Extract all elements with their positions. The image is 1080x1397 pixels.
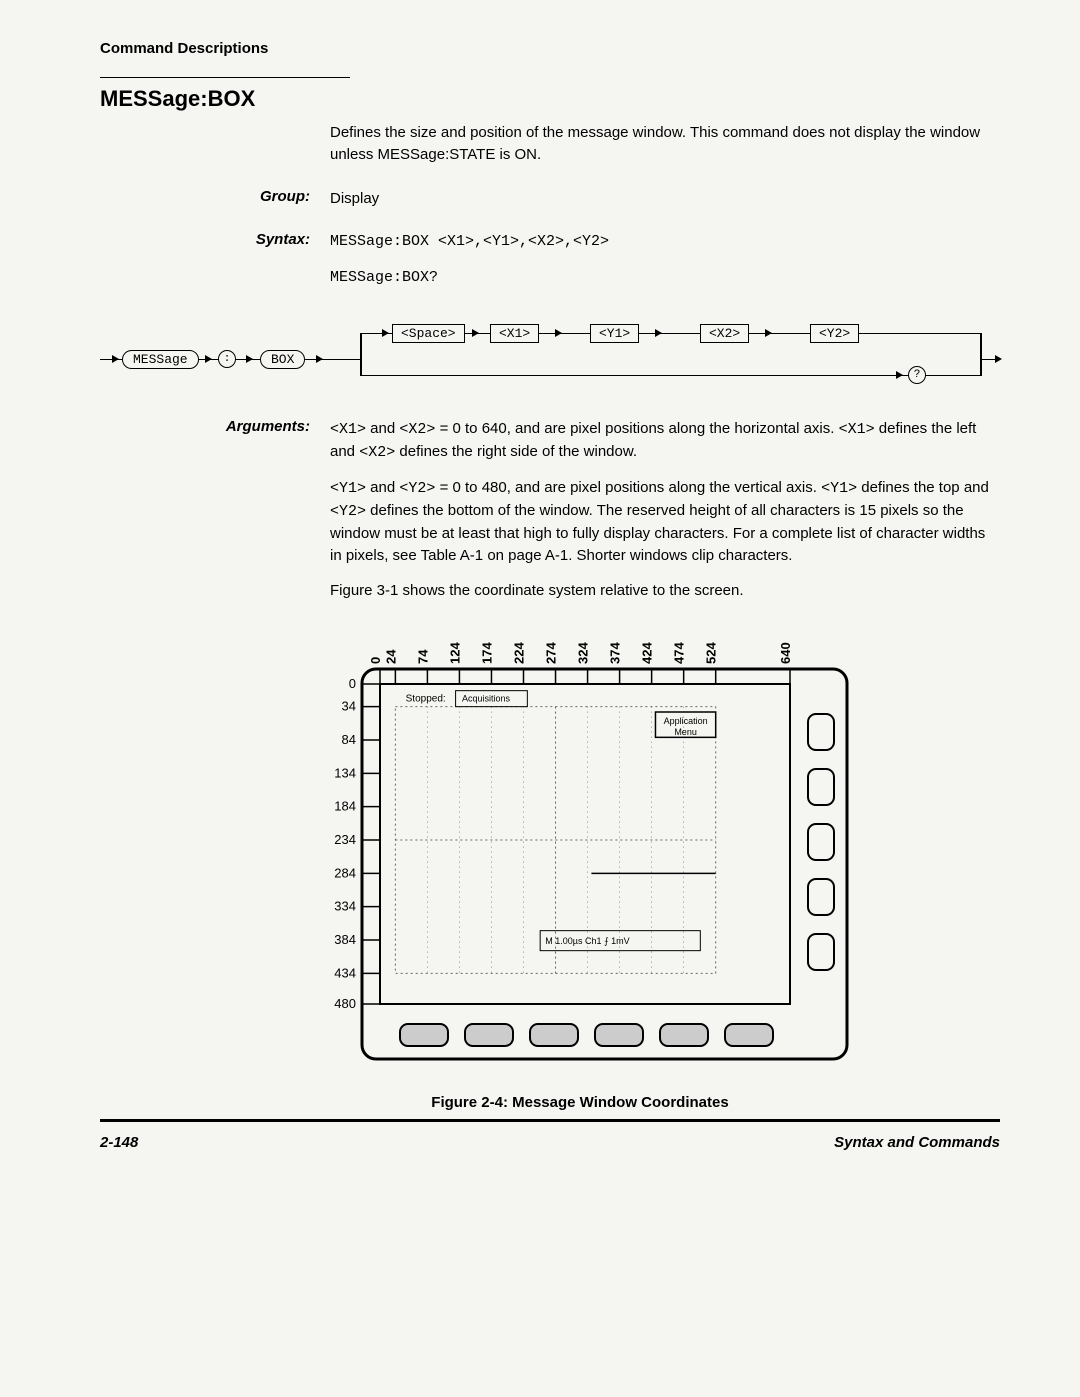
svg-text:134: 134 bbox=[334, 765, 356, 780]
footer-page: 2-148 bbox=[100, 1134, 138, 1151]
group-label: Group: bbox=[100, 188, 330, 205]
svg-text:424: 424 bbox=[640, 642, 655, 664]
arg-para-1: <X1> and <X2> = 0 to 640, and are pixel … bbox=[330, 418, 1000, 464]
page-header: Command Descriptions bbox=[100, 40, 1000, 57]
svg-text:M 1.00µs Ch1 ⨍ 1mV: M 1.00µs Ch1 ⨍ 1mV bbox=[545, 936, 629, 946]
rail-colon: : bbox=[218, 350, 236, 368]
footer-rule bbox=[100, 1119, 1000, 1122]
rail-question: ? bbox=[908, 366, 926, 384]
rail-message: MESSage bbox=[122, 350, 199, 369]
arguments-label: Arguments: bbox=[100, 418, 330, 435]
rail-y1: <Y1> bbox=[590, 324, 639, 343]
command-title: MESSage:BOX bbox=[100, 86, 1000, 112]
svg-text:184: 184 bbox=[334, 799, 356, 814]
svg-text:Application: Application bbox=[664, 716, 708, 726]
svg-text:474: 474 bbox=[672, 642, 687, 664]
svg-text:324: 324 bbox=[576, 642, 591, 664]
coord-svg: 0247412417422427432437442447452464003484… bbox=[300, 634, 860, 1074]
svg-text:434: 434 bbox=[334, 965, 356, 980]
command-description: Defines the size and position of the mes… bbox=[330, 122, 1000, 166]
rail-x1: <X1> bbox=[490, 324, 539, 343]
svg-text:524: 524 bbox=[704, 642, 719, 664]
svg-text:384: 384 bbox=[334, 932, 356, 947]
group-value: Display bbox=[330, 188, 1000, 210]
svg-text:274: 274 bbox=[544, 642, 559, 664]
divider bbox=[100, 77, 350, 78]
svg-text:374: 374 bbox=[608, 642, 623, 664]
syntax-diagram: MESSage : BOX <Space> <X1> <Y1> <X2> <Y2… bbox=[100, 319, 1000, 394]
arg-para-2: <Y1> and <Y2> = 0 to 480, and are pixel … bbox=[330, 477, 1000, 566]
coordinate-figure: 0247412417422427432437442447452464003484… bbox=[300, 634, 860, 1111]
page-footer: 2-148 Syntax and Commands bbox=[100, 1134, 1000, 1151]
rail-space: <Space> bbox=[392, 324, 465, 343]
svg-text:0: 0 bbox=[349, 676, 356, 691]
svg-text:224: 224 bbox=[512, 642, 527, 664]
svg-text:284: 284 bbox=[334, 865, 356, 880]
svg-text:Menu: Menu bbox=[674, 727, 697, 737]
svg-text:Stopped:: Stopped: bbox=[406, 693, 446, 704]
figure-caption: Figure 2-4: Message Window Coordinates bbox=[300, 1094, 860, 1111]
rail-box: BOX bbox=[260, 350, 305, 369]
svg-text:480: 480 bbox=[334, 996, 356, 1011]
syntax-label: Syntax: bbox=[100, 231, 330, 248]
svg-text:0: 0 bbox=[368, 657, 383, 664]
svg-text:334: 334 bbox=[334, 899, 356, 914]
svg-text:640: 640 bbox=[778, 642, 793, 664]
svg-text:Acquisitions: Acquisitions bbox=[462, 693, 511, 703]
footer-section: Syntax and Commands bbox=[834, 1134, 1000, 1151]
svg-text:24: 24 bbox=[383, 649, 398, 664]
svg-text:34: 34 bbox=[342, 699, 356, 714]
svg-text:124: 124 bbox=[447, 642, 462, 664]
svg-text:84: 84 bbox=[342, 732, 356, 747]
arg-para-3: Figure 3-1 shows the coordinate system r… bbox=[330, 580, 1000, 602]
rail-y2: <Y2> bbox=[810, 324, 859, 343]
svg-text:74: 74 bbox=[415, 649, 430, 664]
syntax-line1: MESSage:BOX <X1>,<Y1>,<X2>,<Y2> bbox=[330, 231, 1000, 253]
rail-x2: <X2> bbox=[700, 324, 749, 343]
svg-text:174: 174 bbox=[479, 642, 494, 664]
syntax-line2: MESSage:BOX? bbox=[330, 267, 1000, 289]
svg-text:234: 234 bbox=[334, 832, 356, 847]
